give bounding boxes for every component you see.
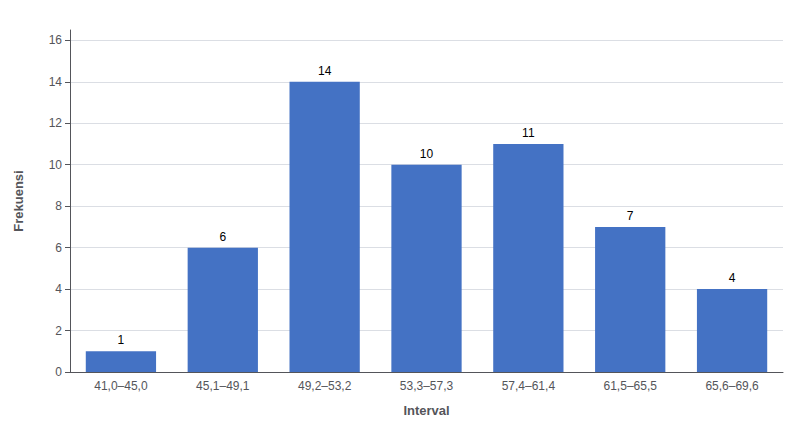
svg-text:Frekuensi: Frekuensi: [11, 170, 26, 231]
svg-text:61,5–65,5: 61,5–65,5: [604, 379, 658, 393]
svg-text:7: 7: [627, 209, 634, 223]
svg-text:65,6–69,6: 65,6–69,6: [705, 379, 759, 393]
svg-text:41,0–45,0: 41,0–45,0: [94, 379, 148, 393]
svg-text:53,3–57,3: 53,3–57,3: [400, 379, 454, 393]
svg-text:Interval: Interval: [403, 403, 449, 418]
svg-text:1: 1: [118, 333, 125, 347]
svg-text:10: 10: [49, 158, 63, 172]
svg-text:10: 10: [420, 147, 434, 161]
svg-text:57,4–61,4: 57,4–61,4: [502, 379, 556, 393]
svg-text:11: 11: [522, 126, 535, 140]
svg-text:49,2–53,2: 49,2–53,2: [298, 379, 352, 393]
svg-text:16: 16: [49, 33, 63, 47]
svg-text:4: 4: [729, 271, 736, 285]
svg-text:4: 4: [55, 282, 62, 296]
svg-text:14: 14: [318, 64, 332, 78]
svg-text:6: 6: [219, 230, 226, 244]
svg-text:45,1–49,1: 45,1–49,1: [196, 379, 250, 393]
svg-text:6: 6: [55, 241, 62, 255]
svg-text:12: 12: [49, 116, 63, 130]
svg-text:8: 8: [55, 199, 62, 213]
svg-text:0: 0: [55, 365, 62, 379]
svg-text:14: 14: [49, 75, 63, 89]
svg-text:2: 2: [55, 324, 62, 338]
